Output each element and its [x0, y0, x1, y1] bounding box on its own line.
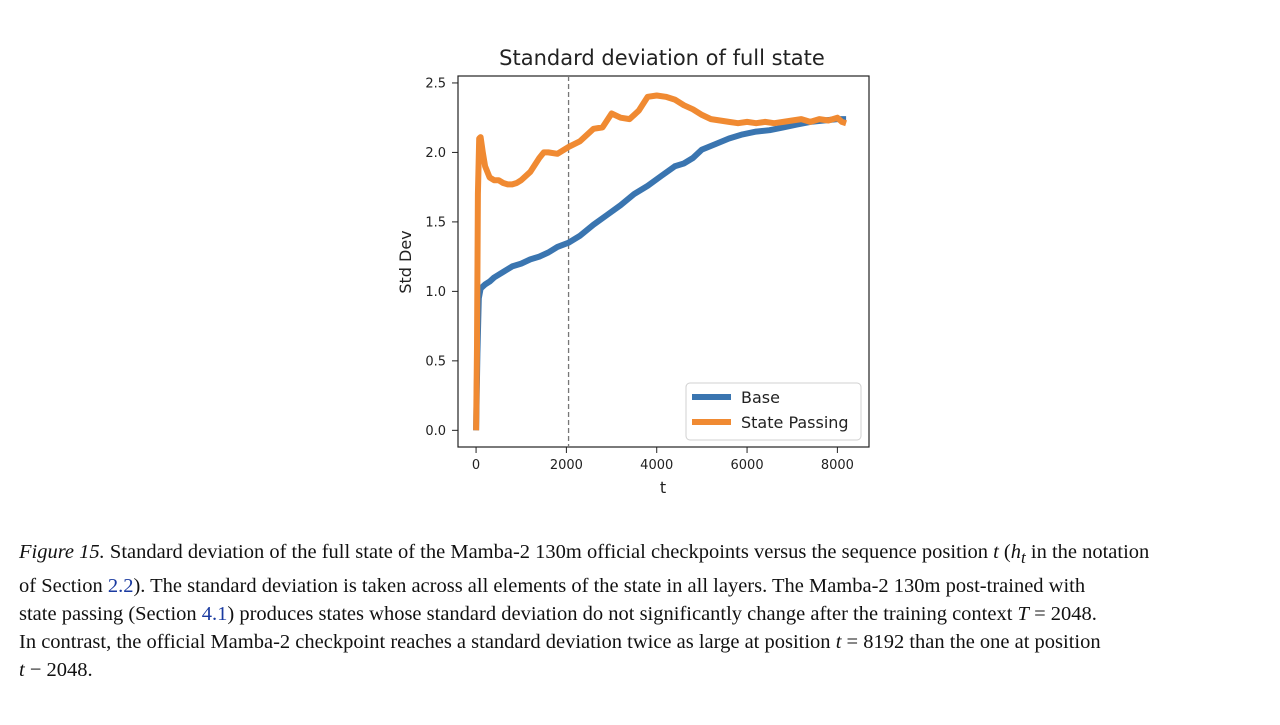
x-axis-ticks: 0 2000 4000 6000 8000	[472, 447, 854, 473]
caption-text: of Section	[19, 575, 108, 598]
caption-line-1: Figure 15. Standard deviation of the ful…	[19, 538, 1255, 572]
caption-text: ). The standard deviation is taken acros…	[133, 575, 1086, 598]
math-symbol: T	[1017, 603, 1029, 626]
caption-text: (	[998, 541, 1011, 563]
chart: Standard deviation of full state 0 2000 40…	[396, 46, 870, 497]
y-tick-label: 1.5	[425, 215, 446, 230]
math-symbol: t	[19, 659, 25, 682]
chart-title: Standard deviation of full state	[499, 46, 825, 70]
caption-text: − 2048.	[24, 659, 93, 682]
figure-label: Figure 15.	[19, 541, 105, 563]
x-axis-label: t	[660, 478, 666, 497]
y-tick-label: 1.0	[425, 285, 446, 300]
x-tick-label: 6000	[731, 458, 764, 473]
legend-label-state-passing: State Passing	[741, 413, 849, 432]
caption-text: = 2048.	[1028, 603, 1097, 626]
legend-label-base: Base	[741, 388, 780, 407]
plot-frame	[457, 75, 870, 448]
x-tick-label: 4000	[640, 458, 673, 473]
math-symbol: h	[1010, 541, 1021, 563]
math-subscript: t	[1021, 548, 1026, 568]
caption-line-2: of Section 2.2). The standard deviation …	[19, 572, 1255, 600]
legend: Base State Passing	[685, 382, 862, 441]
series-group	[473, 92, 847, 431]
y-tick-label: 0.5	[425, 354, 446, 369]
caption-text: In contrast, the official Mamba-2 checkp…	[19, 631, 836, 654]
y-axis-ticks: 0.0 0.5 1.0 1.5 2.0 2.5	[425, 76, 458, 439]
caption-text: ) produces states whose standard deviati…	[227, 603, 1018, 626]
series-line-state-passing	[473, 92, 847, 431]
y-tick-label: 2.0	[425, 146, 446, 161]
caption-line-5: t − 2048.	[19, 656, 1255, 684]
caption-text: state passing (Section	[19, 603, 202, 626]
y-axis-label: Std Dev	[396, 230, 415, 293]
x-tick-label: 8000	[821, 458, 854, 473]
x-tick-label: 0	[472, 458, 480, 473]
caption-line-3: state passing (Section 4.1) produces sta…	[19, 600, 1255, 628]
math-symbol: t	[993, 541, 999, 563]
caption-line-4: In contrast, the official Mamba-2 checkp…	[19, 628, 1255, 656]
section-reference-link[interactable]: 2.2	[107, 575, 134, 598]
figure-caption: Figure 15. Standard deviation of the ful…	[19, 538, 1255, 684]
math-symbol: t	[835, 631, 842, 654]
x-tick-label: 2000	[550, 458, 583, 473]
series-line-base	[473, 116, 847, 431]
section-reference-link[interactable]: 4.1	[201, 603, 228, 626]
y-tick-label: 0.0	[425, 424, 446, 439]
caption-text: Standard deviation of the full state of …	[109, 541, 994, 563]
caption-text: = 8192 than the one at position	[841, 631, 1101, 654]
caption-text: in the notation	[1025, 541, 1150, 563]
y-tick-label: 2.5	[425, 76, 446, 91]
